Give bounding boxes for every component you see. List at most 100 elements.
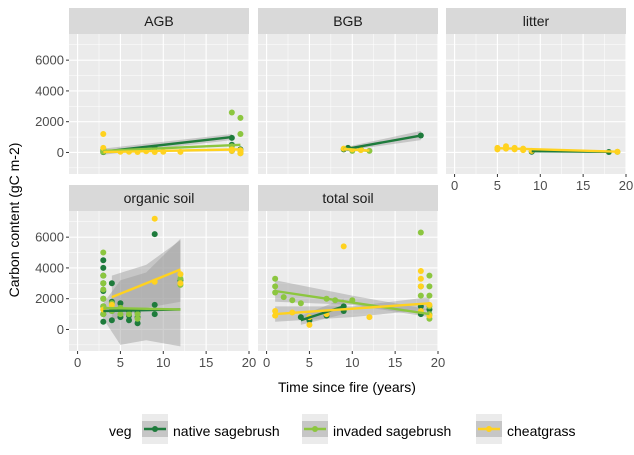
fit-lines <box>343 134 422 153</box>
fit-line-invaded-sagebrush <box>103 306 181 311</box>
point-invaded-sagebrush <box>100 311 107 318</box>
ribbon-cheatgrass <box>111 240 181 321</box>
y-tick-label: 6000 <box>35 230 64 245</box>
panel-strip <box>69 185 249 211</box>
fit-line-cheatgrass <box>103 148 241 154</box>
legend-key-point <box>486 426 492 432</box>
x-tick-label: 5 <box>117 355 124 370</box>
point-cheatgrass <box>417 275 424 282</box>
confidence-ribbons <box>103 238 181 347</box>
x-tick-label: 20 <box>619 178 633 193</box>
panel-organic-soil: organic soil 0 2000 4000 6000 0 5 10 15 20 <box>35 185 256 370</box>
x-tick-label: 15 <box>576 178 590 193</box>
y-tick-label: 2000 <box>35 114 64 129</box>
panel-strip-label: AGB <box>144 13 174 29</box>
x-tick-label: 0 <box>263 355 270 370</box>
panel-strip-label: organic soil <box>124 190 195 206</box>
panel-strip <box>69 8 249 34</box>
panel-grid <box>258 211 439 351</box>
point-cheatgrass <box>100 144 107 151</box>
point-invaded-sagebrush <box>426 283 433 290</box>
panel-strip <box>258 8 438 34</box>
y-tick-label: 2000 <box>35 291 64 306</box>
point-native-sagebrush <box>100 264 107 271</box>
point-invaded-sagebrush <box>297 300 304 307</box>
point-cheatgrass <box>340 243 347 250</box>
point-invaded-sagebrush <box>126 311 132 318</box>
panel-grid <box>258 34 439 174</box>
panel-bgb: BGB <box>258 8 439 174</box>
point-invaded-sagebrush <box>237 131 244 137</box>
point-invaded-sagebrush <box>272 283 279 290</box>
legend-item-invaded-sagebrush: invaded sagebrush <box>302 414 451 444</box>
panel-strip-label: litter <box>523 13 550 29</box>
legend-item-cheatgrass: cheatgrass <box>476 414 575 444</box>
panel-strip-label: total soil <box>322 190 373 206</box>
panel-grid <box>69 211 250 351</box>
point-invaded-sagebrush <box>228 109 235 116</box>
point-invaded-sagebrush <box>177 275 184 282</box>
point-native-sagebrush <box>117 300 124 307</box>
point-invaded-sagebrush <box>100 272 107 279</box>
y-tick-label: 4000 <box>35 260 64 275</box>
panel-litter: litter 0 5 10 15 20 <box>446 8 633 193</box>
point-cheatgrass <box>237 150 244 157</box>
fit-line-native-sagebrush <box>343 134 422 151</box>
panel-strip <box>446 8 626 34</box>
x-tick-label: 20 <box>242 355 256 370</box>
point-native-sagebrush <box>151 301 158 308</box>
x-tick-label: 15 <box>388 355 402 370</box>
point-invaded-sagebrush <box>417 292 424 299</box>
legend: veg native sagebrush invaded sagebrush che… <box>109 414 575 444</box>
point-native-sagebrush <box>126 317 132 324</box>
fit-line-cheatgrass <box>497 146 618 153</box>
panel-total-soil: total soil 0 5 10 15 20 <box>258 185 445 370</box>
fit-line-cheatgrass <box>111 268 181 299</box>
x-tick-label: 10 <box>345 355 359 370</box>
point-invaded-sagebrush <box>280 294 287 301</box>
point-invaded-sagebrush <box>134 311 141 318</box>
point-invaded-sagebrush <box>426 272 433 279</box>
legend-label: native sagebrush <box>173 423 280 439</box>
y-tick-label: 0 <box>57 322 64 337</box>
fit-line-invaded-sagebrush <box>103 143 241 153</box>
panel-strip-label: BGB <box>333 13 363 29</box>
point-invaded-sagebrush <box>272 275 279 282</box>
fit-line-cheatgrass <box>343 147 370 152</box>
y-tick-label: 4000 <box>35 83 64 98</box>
legend-key-point <box>152 426 158 432</box>
point-cheatgrass <box>100 131 107 137</box>
fit-lines <box>497 146 618 154</box>
fit-line-invaded-sagebrush <box>274 289 430 316</box>
point-invaded-sagebrush <box>100 249 107 256</box>
x-tick-label: 15 <box>199 355 213 370</box>
legend-label: invaded sagebrush <box>333 423 451 439</box>
point-invaded-sagebrush <box>100 280 107 287</box>
point-native-sagebrush <box>134 320 141 327</box>
fit-lines <box>103 268 181 313</box>
x-tick-label: 10 <box>156 355 170 370</box>
panel-strip <box>258 185 438 211</box>
point-invaded-sagebrush <box>134 315 141 322</box>
point-invaded-sagebrush <box>100 295 107 302</box>
y-tick-label: 0 <box>57 145 64 160</box>
legend-title: veg <box>109 423 132 439</box>
point-invaded-sagebrush <box>289 297 296 304</box>
y-tick-label: 6000 <box>35 53 64 68</box>
point-cheatgrass <box>177 280 184 287</box>
y-axis-title: Carbon content (gC m-2) <box>6 143 22 298</box>
x-tick-label: 0 <box>74 355 81 370</box>
ribbon-native-sagebrush <box>103 238 181 347</box>
legend-key-point <box>312 426 318 432</box>
point-native-sagebrush <box>100 257 107 264</box>
point-invaded-sagebrush <box>417 229 424 236</box>
point-invaded-sagebrush <box>117 311 124 318</box>
legend-label: cheatgrass <box>507 423 575 439</box>
point-native-sagebrush <box>108 280 115 287</box>
x-tick-label: 0 <box>451 178 458 193</box>
point-cheatgrass <box>177 271 184 278</box>
point-invaded-sagebrush <box>237 114 244 121</box>
point-native-sagebrush <box>151 231 158 238</box>
